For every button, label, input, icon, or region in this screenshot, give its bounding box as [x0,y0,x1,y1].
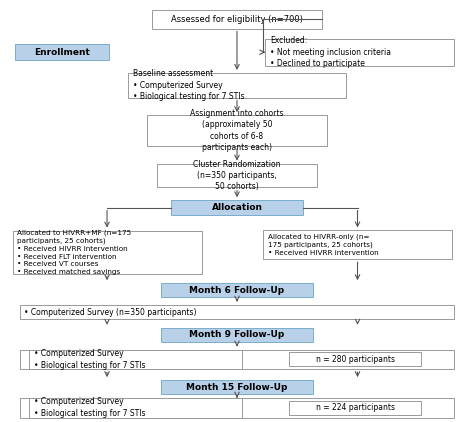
Text: Allocated to HIVRR+MF (n=175
participants, 25 cohorts)
• Received HIVRR interven: Allocated to HIVRR+MF (n=175 participant… [17,230,131,275]
Text: Month 6 Follow-Up: Month 6 Follow-Up [190,286,284,295]
Text: • Computerized Survey
• Biological testing for 7 STIs: • Computerized Survey • Biological testi… [34,398,145,418]
FancyBboxPatch shape [12,230,201,274]
FancyBboxPatch shape [263,230,452,259]
Text: Enrollment: Enrollment [34,48,90,57]
Text: Allocation: Allocation [211,203,263,212]
FancyBboxPatch shape [161,380,313,394]
FancyBboxPatch shape [19,305,455,319]
FancyBboxPatch shape [147,115,327,146]
Text: Month 9 Follow-Up: Month 9 Follow-Up [190,330,284,339]
FancyBboxPatch shape [161,283,313,297]
Text: • Computerized Survey
• Biological testing for 7 STIs: • Computerized Survey • Biological testi… [34,349,145,370]
FancyBboxPatch shape [265,39,455,66]
FancyBboxPatch shape [128,73,346,97]
FancyBboxPatch shape [29,398,242,418]
FancyBboxPatch shape [19,349,455,369]
FancyBboxPatch shape [19,398,455,418]
Text: • Computerized Survey (n=350 participants): • Computerized Survey (n=350 participant… [24,308,197,316]
Text: n = 280 participants: n = 280 participants [316,355,395,364]
FancyBboxPatch shape [156,164,318,187]
Text: Assignment into cohorts
(approximately 50
cohorts of 6-8
participants each): Assignment into cohorts (approximately 5… [190,109,284,152]
FancyBboxPatch shape [29,349,242,369]
Text: Excluded:
• Not meeting inclusion criteria
• Declined to participate: Excluded: • Not meeting inclusion criter… [270,36,391,68]
FancyBboxPatch shape [161,328,313,342]
FancyBboxPatch shape [15,44,109,60]
FancyBboxPatch shape [289,400,421,415]
Text: Assessed for eligibility (n=700): Assessed for eligibility (n=700) [171,15,303,24]
Text: n = 224 participants: n = 224 participants [316,403,395,412]
FancyBboxPatch shape [152,10,322,29]
Text: Cluster Randomization
(n=350 participants,
50 cohorts): Cluster Randomization (n=350 participant… [193,160,281,192]
FancyBboxPatch shape [289,352,421,366]
Text: Allocated to HIVRR-only (n=
175 participants, 25 cohorts)
• Received HIVRR inter: Allocated to HIVRR-only (n= 175 particip… [268,233,378,256]
Text: Baseline assessment
• Computerized Survey
• Biological testing for 7 STIs: Baseline assessment • Computerized Surve… [133,69,245,101]
FancyBboxPatch shape [171,200,303,215]
Text: Month 15 Follow-Up: Month 15 Follow-Up [186,383,288,392]
